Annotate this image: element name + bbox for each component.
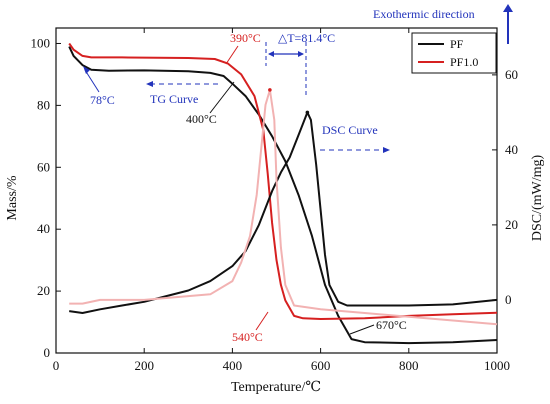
- x-tick-label: 0: [53, 358, 60, 373]
- plot-frame: [55, 27, 498, 354]
- pointer-390c: [225, 45, 239, 65]
- x-axis-title: Temperature/℃: [231, 380, 321, 395]
- pointer-400c: [209, 81, 235, 114]
- x-tick-label: 200: [134, 358, 154, 373]
- pointer-78c: [84, 69, 100, 93]
- dsc-peak-marker-pf: [305, 110, 310, 115]
- legend: PF PF1.0: [411, 32, 497, 74]
- dsc-curve-label: DSC Curve: [322, 123, 378, 137]
- series-line-pf1-0-dsc: [69, 88, 498, 326]
- x-tick-label: 600: [311, 358, 331, 373]
- series-line-pf-tg: [68, 46, 498, 345]
- legend-box: [411, 32, 497, 74]
- x-tick-label: 800: [399, 358, 419, 373]
- exothermic-label: Exothermic direction: [373, 7, 475, 21]
- exothermic-arrowhead: [503, 4, 513, 12]
- delta-t-label: △T=81.4°C: [278, 31, 335, 45]
- dsc-curve-arrowhead: [383, 147, 390, 153]
- y-right-tick-label: 0: [505, 292, 512, 307]
- y-right-tick-label: 40: [505, 142, 518, 157]
- legend-label-pf1: PF1.0: [450, 55, 478, 69]
- tg-curve-arrowhead: [146, 81, 153, 87]
- y-left-tick-label: 80: [37, 97, 50, 112]
- y-left-tick-label: 100: [31, 35, 51, 50]
- label-540c: 540°C: [232, 330, 263, 344]
- label-78c: 78°C: [90, 93, 115, 107]
- y-left-tick-label: 0: [44, 345, 51, 360]
- series-line-pf-dsc: [69, 111, 498, 314]
- label-670c: 670°C: [376, 318, 407, 332]
- y-left-tick-label: 40: [37, 221, 50, 236]
- y-axis-right-title: DSC/(mW/mg): [530, 155, 545, 242]
- series-line-pf1-0-tg: [68, 42, 498, 320]
- delta-t-arrowhead-left: [268, 51, 274, 57]
- label-390c: 390°C: [230, 31, 261, 45]
- x-tick-label: 1000: [484, 358, 510, 373]
- pointer-78c-head: [83, 66, 90, 74]
- legend-label-pf: PF: [450, 37, 464, 51]
- label-400c: 400°C: [186, 112, 217, 126]
- tg-curve-label: TG Curve: [150, 92, 198, 106]
- y-left-tick-label: 20: [37, 283, 50, 298]
- series-layer: [68, 42, 498, 345]
- y-right-tick-label: 20: [505, 217, 518, 232]
- y-left-tick-label: 60: [37, 159, 50, 174]
- pointer-540c: [255, 311, 269, 331]
- dsc-peak-marker-pf1: [268, 88, 272, 92]
- pointer-670c: [349, 324, 375, 335]
- delta-t-arrowhead-right: [298, 51, 304, 57]
- x-tick-label: 400: [223, 358, 243, 373]
- y-axis-left-title: Mass/%: [5, 175, 20, 220]
- y-right-tick-label: 60: [505, 67, 518, 82]
